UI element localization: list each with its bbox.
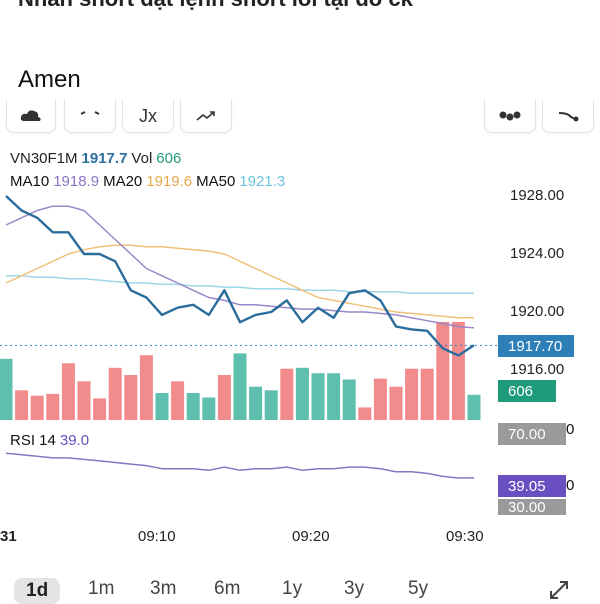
- cloud-icon[interactable]: [6, 100, 56, 133]
- volume-bar: [202, 397, 216, 420]
- volume-bar: [358, 407, 372, 420]
- timeframe-3m[interactable]: 3m: [150, 578, 177, 599]
- volume-bar: [15, 390, 29, 420]
- volume-bar: [327, 373, 341, 420]
- volume-bar: [61, 363, 75, 420]
- cut-axis-label: 0: [566, 421, 575, 438]
- price-chart[interactable]: [0, 140, 500, 515]
- legend-line-2: MA10 1918.9 MA20 1919.6 MA50 1921.3: [10, 173, 289, 190]
- ma50-line: [6, 275, 474, 294]
- legend-ma10: 1918.9: [53, 173, 100, 190]
- time-axis-label: 09:10: [138, 528, 176, 545]
- legend-ma10-label: MA10: [10, 173, 50, 190]
- time-axis-label: 09:20: [292, 528, 330, 545]
- volume-bar: [280, 368, 294, 420]
- volume-bar: [311, 373, 325, 420]
- rsi-30-tag: 30.00: [498, 499, 566, 515]
- volume-bar: [0, 358, 13, 420]
- volume-bar: [249, 386, 263, 420]
- legend-symbol: VN30F1M: [10, 150, 78, 167]
- timeframe-6m[interactable]: 6m: [214, 578, 241, 599]
- volume-bar: [186, 393, 200, 420]
- volume-bar: [30, 395, 44, 420]
- legend-ma20: 1919.6: [146, 173, 193, 190]
- legend-ma20-label: MA20: [103, 173, 143, 190]
- dots-icon[interactable]: [484, 100, 536, 133]
- volume-bar: [342, 379, 356, 420]
- price-axis-label: 1924.00: [510, 245, 565, 262]
- price-line: [5, 195, 475, 357]
- volume-bar: [451, 321, 465, 420]
- rsi-legend: RSI 14 39.0: [10, 432, 93, 449]
- cut-axis-label: 0: [566, 477, 575, 494]
- cut-off-top-text: Nhấn short đặt lệnh short lỗi tại đó ck: [18, 0, 413, 12]
- timeframe-1d[interactable]: 1d: [14, 578, 61, 604]
- ma10-line: [5, 205, 475, 329]
- expand-icon[interactable]: [548, 580, 570, 600]
- volume-bar: [155, 393, 169, 420]
- timeframe-1m[interactable]: 1m: [88, 578, 115, 599]
- timeframe-3y[interactable]: 3y: [344, 578, 365, 599]
- volume-bar: [46, 393, 60, 420]
- volume-bar: [108, 367, 122, 420]
- volume-bar: [389, 386, 403, 420]
- timeframe-1y[interactable]: 1y: [282, 578, 303, 599]
- formula-button[interactable]: Jx: [122, 100, 174, 133]
- volume-bar: [124, 375, 138, 420]
- ma20-line: [5, 244, 474, 319]
- volume-bar: [139, 355, 153, 420]
- time-axis-label: 09:30: [446, 528, 484, 545]
- legend-vol: 606: [156, 150, 182, 167]
- volume-bar: [233, 353, 247, 420]
- volume-bar: [436, 321, 450, 420]
- volume-tag: 606: [498, 380, 556, 402]
- rsi-line: [5, 452, 475, 479]
- volume-bar: [264, 390, 278, 420]
- page-title: Amen: [18, 66, 81, 93]
- volume-bar: [467, 394, 481, 420]
- last-price-tag: 1917.70: [498, 335, 574, 357]
- volume-bar: [295, 367, 309, 420]
- rsi-value-tag: 39.05: [498, 475, 566, 497]
- time-axis-label: 31: [0, 528, 17, 545]
- rsi-70-tag: 70.00: [498, 423, 566, 445]
- legend-line-1: VN30F1M 1917.7 Vol 606: [10, 150, 185, 167]
- volume-bar: [77, 381, 91, 420]
- curve-icon[interactable]: [542, 100, 594, 133]
- formula-label: Jx: [139, 105, 157, 126]
- price-axis-label: 1920.00: [510, 303, 565, 320]
- volume-bar: [93, 398, 107, 420]
- rsi-value: 39.0: [59, 432, 90, 449]
- volume-bar: [405, 368, 419, 420]
- legend-ma50-label: MA50: [196, 173, 236, 190]
- volume-bar: [373, 378, 387, 420]
- volume-bar: [217, 375, 231, 420]
- rsi-label: RSI 14: [10, 432, 56, 449]
- legend-price: 1917.7: [81, 150, 128, 167]
- legend-ma50: 1921.3: [239, 173, 286, 190]
- price-axis-label: 1916.00: [510, 361, 565, 378]
- trend-arrow-icon[interactable]: [180, 100, 232, 133]
- timeframe-5y[interactable]: 5y: [408, 578, 429, 599]
- volume-bar: [420, 368, 434, 420]
- price-axis-label: 1928.00: [510, 187, 565, 204]
- pen-icon[interactable]: [64, 100, 116, 133]
- legend-vol-label: Vol: [131, 150, 153, 167]
- volume-bar: [171, 381, 185, 420]
